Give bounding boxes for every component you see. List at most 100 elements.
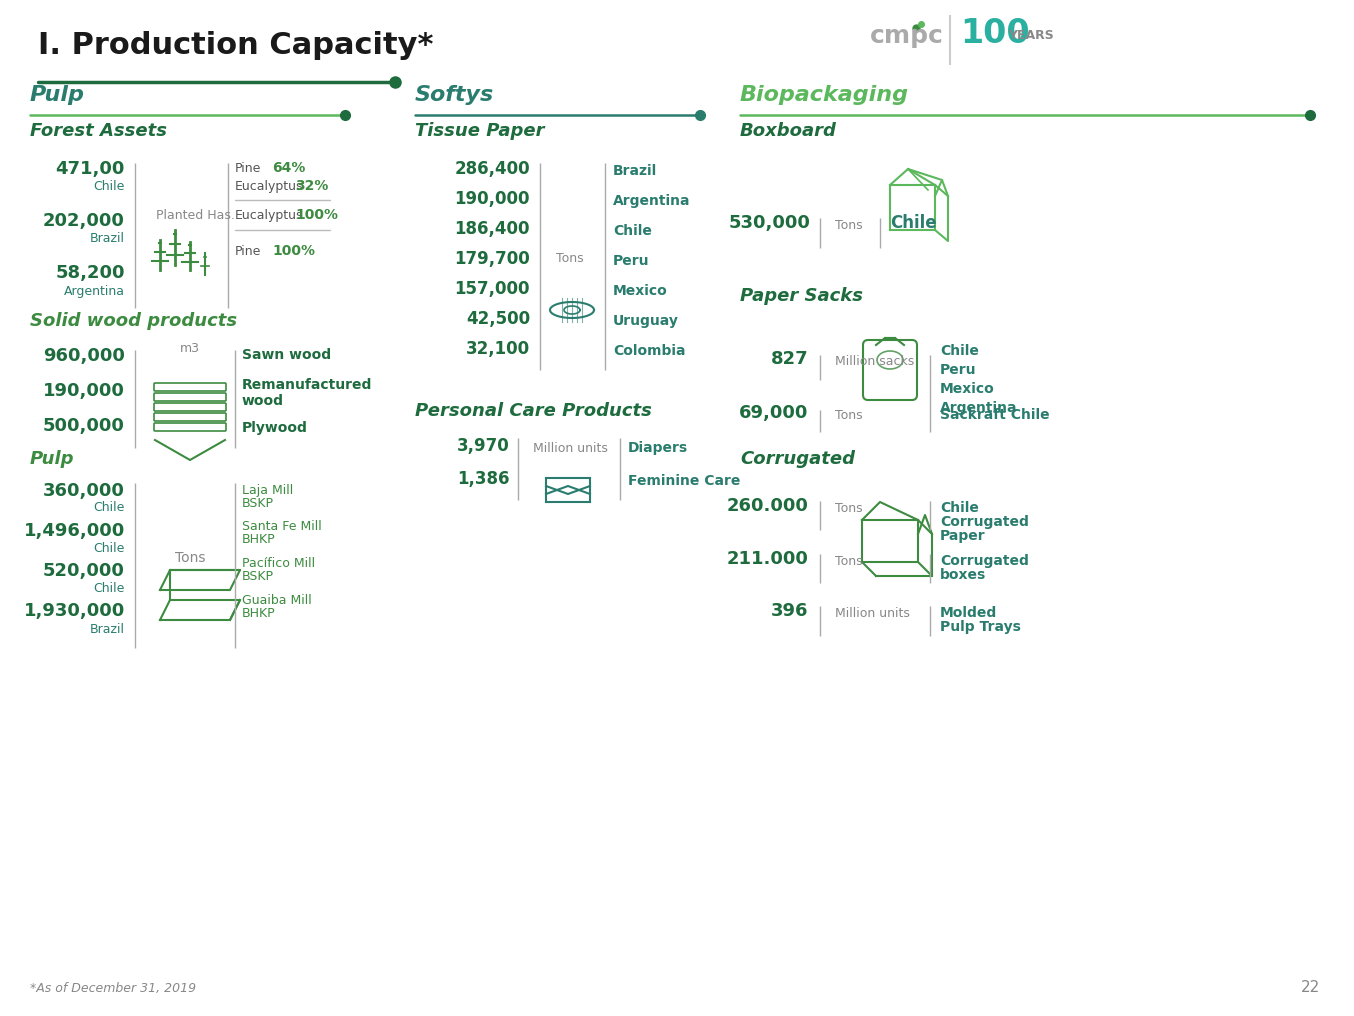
Text: 100: 100 bbox=[960, 17, 1029, 50]
Text: Eucalyptus: Eucalyptus bbox=[236, 180, 303, 193]
Text: Pulp: Pulp bbox=[30, 85, 85, 105]
Text: 1,930,000: 1,930,000 bbox=[24, 602, 125, 620]
Text: Boxboard: Boxboard bbox=[741, 122, 837, 140]
Text: YEARS: YEARS bbox=[1007, 29, 1053, 42]
Text: Santa Fe Mill: Santa Fe Mill bbox=[242, 520, 322, 533]
Text: Chile: Chile bbox=[93, 501, 125, 514]
Text: Personal Care Products: Personal Care Products bbox=[414, 402, 651, 420]
Text: 471,00: 471,00 bbox=[56, 160, 125, 178]
Text: 286,400: 286,400 bbox=[455, 160, 529, 178]
Text: 500,000: 500,000 bbox=[43, 417, 125, 435]
Text: Million units: Million units bbox=[532, 442, 608, 455]
Text: Mexico: Mexico bbox=[940, 382, 995, 396]
Text: 42,500: 42,500 bbox=[466, 310, 529, 328]
Text: Million sacks: Million sacks bbox=[835, 355, 914, 368]
Text: 190,000: 190,000 bbox=[43, 382, 125, 400]
Text: Pine: Pine bbox=[236, 245, 261, 258]
Text: 1,386: 1,386 bbox=[458, 470, 510, 488]
Text: I. Production Capacity*: I. Production Capacity* bbox=[38, 31, 433, 60]
Text: BSKP: BSKP bbox=[242, 497, 274, 510]
Text: 32,100: 32,100 bbox=[466, 340, 529, 358]
Text: Million units: Million units bbox=[835, 607, 910, 620]
Text: Brazil: Brazil bbox=[613, 164, 657, 178]
Text: Pine: Pine bbox=[236, 162, 261, 175]
Text: 22: 22 bbox=[1301, 980, 1320, 995]
Text: Corrugated: Corrugated bbox=[741, 450, 854, 468]
Text: Chile: Chile bbox=[613, 224, 651, 238]
Text: 186,400: 186,400 bbox=[455, 220, 529, 238]
Text: 396: 396 bbox=[770, 602, 808, 620]
Text: Chile: Chile bbox=[93, 582, 125, 595]
Text: Paper: Paper bbox=[940, 529, 986, 543]
Text: Paper Sacks: Paper Sacks bbox=[741, 287, 862, 305]
Text: 211.000: 211.000 bbox=[726, 550, 808, 568]
Text: Chile: Chile bbox=[940, 344, 979, 358]
Text: cmpc: cmpc bbox=[871, 24, 944, 48]
Text: Mexico: Mexico bbox=[613, 284, 668, 298]
Text: Brazil: Brazil bbox=[89, 232, 125, 245]
Text: Peru: Peru bbox=[613, 254, 650, 268]
Text: Colombia: Colombia bbox=[613, 344, 685, 358]
Text: 827: 827 bbox=[770, 350, 808, 368]
Text: Sawn wood: Sawn wood bbox=[242, 348, 332, 362]
Text: Tons: Tons bbox=[556, 252, 584, 265]
Text: Diapers: Diapers bbox=[628, 441, 688, 455]
Text: 260.000: 260.000 bbox=[726, 497, 808, 515]
Text: 1,496,000: 1,496,000 bbox=[24, 522, 125, 539]
Text: Molded: Molded bbox=[940, 606, 998, 620]
Text: Tons: Tons bbox=[175, 551, 206, 565]
Text: Tissue Paper: Tissue Paper bbox=[414, 122, 544, 140]
Text: Remanufactured: Remanufactured bbox=[242, 378, 372, 392]
Text: Tons: Tons bbox=[835, 219, 862, 232]
Text: Chile: Chile bbox=[890, 214, 937, 232]
Text: Eucalyptus: Eucalyptus bbox=[236, 209, 303, 223]
Text: 157,000: 157,000 bbox=[455, 280, 529, 298]
Text: 520,000: 520,000 bbox=[43, 562, 125, 580]
Text: Planted Has.: Planted Has. bbox=[156, 209, 234, 223]
Text: Chile: Chile bbox=[93, 180, 125, 193]
Text: Guaiba Mill: Guaiba Mill bbox=[242, 594, 311, 607]
Text: Tons: Tons bbox=[835, 555, 862, 568]
Text: Pulp Trays: Pulp Trays bbox=[940, 620, 1021, 634]
Text: 530,000: 530,000 bbox=[728, 214, 810, 232]
Text: 100%: 100% bbox=[272, 244, 315, 258]
Text: Corrugated: Corrugated bbox=[940, 515, 1029, 529]
Text: Biopackaging: Biopackaging bbox=[741, 85, 909, 105]
Text: Forest Assets: Forest Assets bbox=[30, 122, 167, 140]
Text: 64%: 64% bbox=[272, 161, 306, 175]
Text: wood: wood bbox=[242, 394, 284, 408]
Text: Pacífico Mill: Pacífico Mill bbox=[242, 557, 315, 570]
Text: Brazil: Brazil bbox=[89, 623, 125, 636]
Text: Argentina: Argentina bbox=[64, 285, 125, 298]
Text: 360,000: 360,000 bbox=[43, 482, 125, 500]
Text: Feminine Care: Feminine Care bbox=[628, 474, 741, 488]
Text: Tons: Tons bbox=[835, 409, 862, 422]
Text: Argentina: Argentina bbox=[613, 194, 691, 208]
Text: Uruguay: Uruguay bbox=[613, 314, 678, 328]
Text: 179,700: 179,700 bbox=[454, 250, 529, 268]
Text: BHKP: BHKP bbox=[242, 533, 276, 546]
Text: Tons: Tons bbox=[835, 502, 862, 515]
Text: Corrugated: Corrugated bbox=[940, 554, 1029, 568]
Text: 69,000: 69,000 bbox=[739, 404, 808, 422]
Text: Argentina: Argentina bbox=[940, 401, 1017, 415]
Text: Peru: Peru bbox=[940, 363, 976, 377]
Text: *As of December 31, 2019: *As of December 31, 2019 bbox=[30, 982, 196, 995]
Text: Chile: Chile bbox=[940, 501, 979, 515]
Text: 58,200: 58,200 bbox=[56, 264, 125, 282]
Text: m3: m3 bbox=[180, 342, 200, 355]
Text: Solid wood products: Solid wood products bbox=[30, 312, 237, 330]
Text: Laja Mill: Laja Mill bbox=[242, 484, 294, 497]
Text: 3,970: 3,970 bbox=[458, 437, 510, 455]
Text: Sackraft Chile: Sackraft Chile bbox=[940, 408, 1049, 422]
Text: BSKP: BSKP bbox=[242, 570, 274, 583]
Text: 190,000: 190,000 bbox=[455, 190, 529, 208]
Text: 202,000: 202,000 bbox=[43, 212, 125, 230]
Text: Pulp: Pulp bbox=[30, 450, 74, 468]
Text: Softys: Softys bbox=[414, 85, 494, 105]
Text: Chile: Chile bbox=[93, 542, 125, 555]
Text: 32%: 32% bbox=[295, 179, 329, 193]
Text: boxes: boxes bbox=[940, 568, 986, 582]
Text: Plywood: Plywood bbox=[242, 421, 307, 435]
Text: 960,000: 960,000 bbox=[43, 347, 125, 365]
